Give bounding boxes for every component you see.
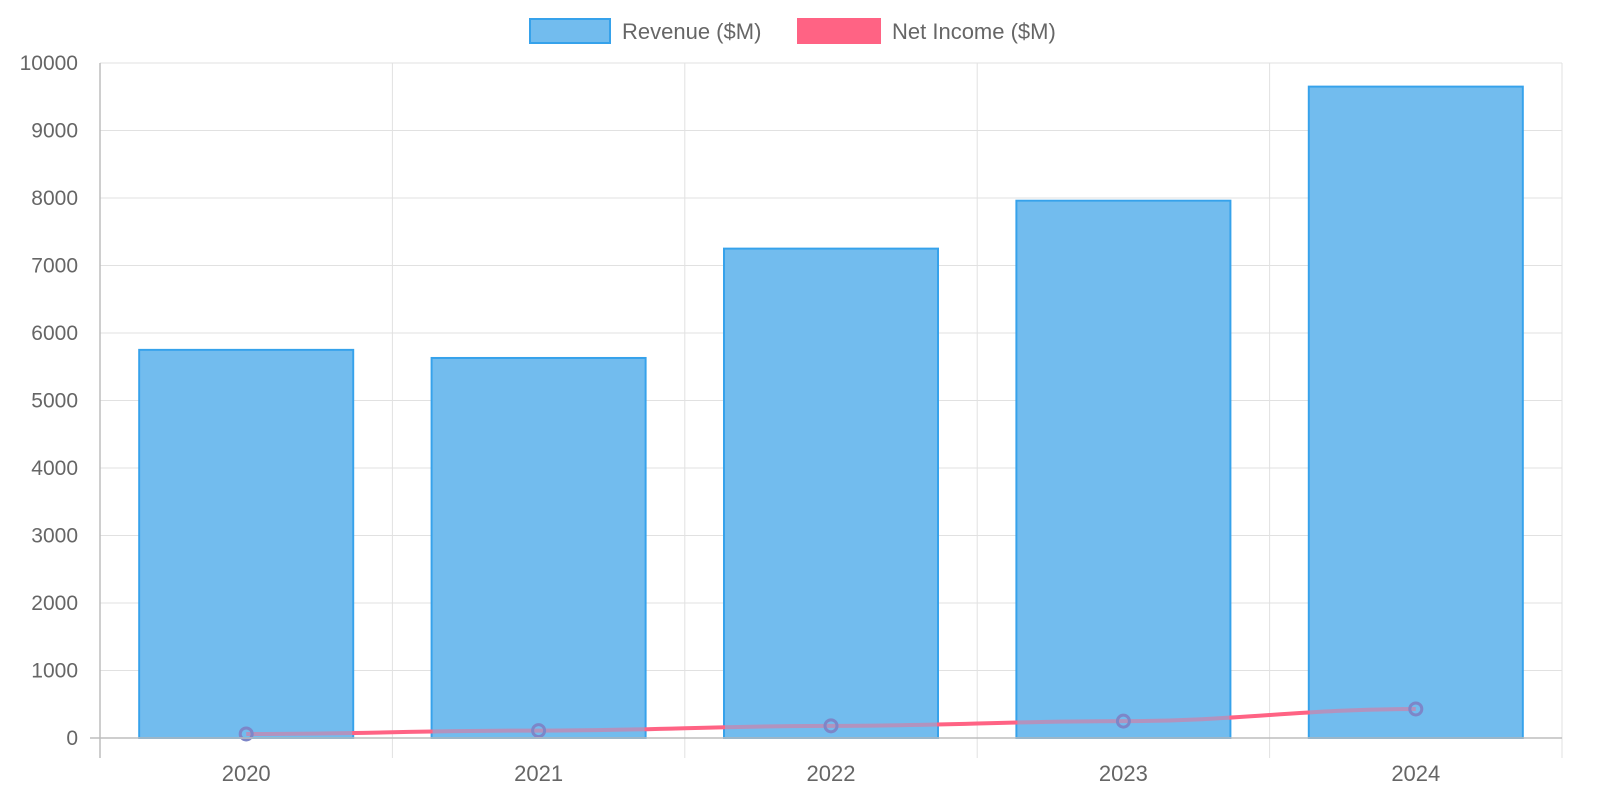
- y-tick-label: 8000: [31, 187, 78, 210]
- x-tick-label: 2024: [1391, 761, 1440, 786]
- y-tick-label: 9000: [31, 120, 78, 143]
- x-tick-label: 2023: [1099, 761, 1148, 786]
- x-tick-label: 2021: [514, 761, 563, 786]
- legend-revenue-label: Revenue ($M): [622, 19, 761, 44]
- y-tick-label: 1000: [31, 660, 78, 683]
- legend-net-income-swatch: [797, 18, 881, 44]
- revenue-bar-overlay: [1017, 201, 1230, 737]
- y-tick-label: 4000: [31, 457, 78, 480]
- y-tick-label: 6000: [31, 322, 78, 345]
- y-tick-label: 10000: [20, 52, 78, 75]
- legend-revenue-swatch: [529, 18, 611, 44]
- x-tick-label: 2020: [222, 761, 271, 786]
- revenue-bar-overlay: [140, 350, 353, 737]
- legend: Revenue ($M) Net Income ($M): [529, 18, 1056, 44]
- y-tick-label: 7000: [31, 255, 78, 278]
- y-tick-label: 3000: [31, 525, 78, 548]
- revenue-bar-overlay: [1309, 87, 1522, 737]
- net-income-point: [1408, 701, 1424, 717]
- axes: 0 1000 2000 3000 4000 5000 6000 7000 8000 9000 100…: [20, 52, 1562, 786]
- net-income-point: [823, 718, 839, 734]
- net-income-line: [140, 87, 1522, 742]
- net-income-point: [1115, 713, 1131, 729]
- y-tick-label: 0: [66, 727, 78, 750]
- y-tick-label: 5000: [31, 390, 78, 413]
- y-tick-label: 2000: [31, 592, 78, 615]
- revenue-bar-overlay: [432, 358, 645, 737]
- net-income-point: [238, 726, 254, 742]
- legend-net-income-label: Net Income ($M): [892, 19, 1056, 44]
- revenue-bar-overlay: [725, 249, 937, 737]
- net-income-point: [531, 723, 547, 739]
- x-tick-label: 2022: [807, 761, 856, 786]
